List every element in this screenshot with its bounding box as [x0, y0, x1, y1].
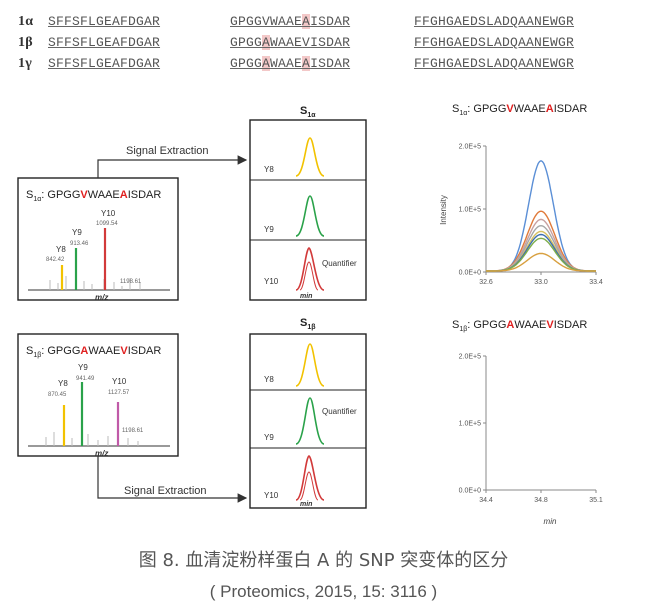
- series-line-2: [486, 210, 596, 272]
- y-tick-label: 0.0E+0: [459, 270, 481, 277]
- xic-trace-y9: [295, 195, 325, 237]
- y-tick-label: 2.0E+5: [459, 354, 481, 361]
- quantifier-label-top: Quantifier: [322, 259, 357, 268]
- peak-y10-mz: 1127.57: [108, 390, 130, 396]
- peak-y10-mz: 1099.54: [96, 221, 118, 227]
- y-tick-label: 0.0E+0: [459, 488, 481, 495]
- signal-extraction-arrow-top: [97, 155, 248, 178]
- precursor-mz: 1198.61: [122, 428, 144, 434]
- peak-y9-mz: 913.46: [70, 241, 89, 247]
- workflow-diagram: S1α: GPGGVWAAEAISDAR m/z Y8 842.42 Y9 91…: [17, 103, 603, 526]
- x-tick-label: 33.4: [589, 279, 603, 286]
- signal-extraction-label-bottom: Signal Extraction: [124, 485, 207, 497]
- peak-y8-label: Y8: [58, 379, 68, 388]
- xic-box-bottom: [249, 333, 367, 509]
- sequence-row-1g: 1γ SFFSFLGEAFDGAR GPGGAWAAEAISDAR FFGHGA…: [18, 56, 638, 78]
- y-tick-label: 1.0E+5: [459, 421, 481, 428]
- xic-trace-y8: [295, 137, 325, 177]
- spectrum-title-top: S1α: GPGGVWAAEAISDAR: [26, 189, 161, 203]
- spectrum-minor-peaks: [45, 432, 139, 446]
- peptide-3: FFGHGAEDSLADQAANEWGR: [414, 14, 575, 29]
- series-line-1: [486, 160, 596, 272]
- sequence-alignment: 1α SFFSFLGEAFDGAR GPGGVWAAEAISDAR FFGHGA…: [18, 14, 638, 84]
- precursor-mz: 1198.61: [120, 279, 142, 285]
- spectrum-box-top: [17, 177, 179, 301]
- peak-y9-label: Y9: [72, 228, 82, 237]
- x-tick-label: 34.8: [534, 497, 548, 504]
- peak-y8-mz: 870.45: [48, 392, 67, 398]
- caption-source: ( Proteomics, 2015, 15: 3116 ): [209, 582, 438, 601]
- peak-y10-label: Y10: [101, 209, 116, 218]
- chart-2-xlabel: min: [544, 517, 557, 526]
- signal-extraction-arrow-bottom: [97, 456, 248, 503]
- xic-box-top: [249, 119, 367, 301]
- xic-trace-label: Y9: [264, 433, 274, 442]
- xic-trace-y10: [295, 455, 325, 501]
- peptide-3: FFGHGAEDSLADQAANEWGR: [414, 35, 575, 50]
- spectrum-xlabel: m/z: [95, 293, 108, 302]
- peptide-1: SFFSFLGEAFDGAR: [48, 14, 161, 29]
- peptide-3: FFGHGAEDSLADQAANEWGR: [414, 56, 575, 71]
- x-tick-label: 35.1: [589, 497, 603, 504]
- x-tick-label: 33.0: [534, 279, 548, 286]
- xic-title-bottom: S1β: [300, 317, 316, 331]
- series-line-4: [486, 224, 596, 272]
- xic-trace-label: Y8: [264, 165, 274, 174]
- sequence-label: 1β: [18, 35, 33, 50]
- xic-xlabel-bottom: min: [300, 501, 312, 508]
- sequence-label: 1γ: [18, 56, 32, 71]
- figure-caption: 图 8. 血清淀粉样蛋白 A 的 SNP 突变体的区分 ( Proteomics…: [0, 546, 647, 602]
- spectrum-box-bottom: [17, 333, 179, 457]
- xic-trace-label: Y9: [264, 225, 274, 234]
- series-line-3: [486, 218, 596, 272]
- sequence-label: 1α: [18, 14, 34, 29]
- series-line-7: [486, 237, 596, 272]
- xic-trace-label: Y8: [264, 375, 274, 384]
- chart-2-title: S1β: GPGGAWAAEVISDAR: [452, 319, 587, 333]
- xic-trace-y10: [295, 247, 325, 291]
- sequence-row-1b: 1β SFFSFLGEAFDGAR GPGGAWAAEVISDAR FFGHGA…: [18, 35, 638, 57]
- peak-y10-label: Y10: [112, 377, 127, 386]
- peptide-2: GPGGVWAAEAISDAR: [230, 14, 351, 29]
- peak-y8-label: Y8: [56, 245, 66, 254]
- xic-trace-label: Y10: [264, 491, 279, 500]
- spectrum-title-bottom: S1β: GPGGAWAAEVISDAR: [26, 345, 161, 359]
- sequence-row-1a: 1α SFFSFLGEAFDGAR GPGGVWAAEAISDAR FFGHGA…: [18, 14, 638, 36]
- peak-y9-label: Y9: [78, 363, 88, 372]
- xic-trace-y9: [295, 397, 325, 445]
- xic-title-top: S1α: [300, 105, 316, 119]
- series-line-5: [486, 230, 596, 272]
- caption-title: 图 8. 血清淀粉样蛋白 A 的 SNP 突变体的区分: [138, 550, 509, 571]
- y-tick-label: 1.0E+5: [459, 207, 481, 214]
- xic-trace-label: Y10: [264, 277, 279, 286]
- quantifier-label-bottom: Quantifier: [322, 407, 357, 416]
- signal-extraction-label-top: Signal Extraction: [126, 145, 209, 157]
- chart-1-plot: 0.0E+0 1.0E+5 2.0E+5 32.6 33.0 33.4: [459, 144, 603, 287]
- peptide-2: GPGGAWAAEVISDAR: [230, 35, 351, 50]
- chart-1-title: S1α: GPGGVWAAEAISDAR: [452, 103, 587, 117]
- series-line-8: [486, 252, 596, 272]
- peak-y9-mz: 941.49: [76, 376, 95, 382]
- x-tick-label: 32.6: [479, 279, 493, 286]
- chart-1-ylabel: Intensity: [439, 195, 448, 225]
- spectrum-xlabel: m/z: [95, 449, 108, 458]
- xic-xlabel-top: min: [300, 293, 312, 300]
- chart-2-plot: 0.0E+0 1.0E+5 2.0E+5 34.4 34.8 35.1: [459, 354, 603, 505]
- peptide-1: SFFSFLGEAFDGAR: [48, 35, 161, 50]
- y-tick-label: 2.0E+5: [459, 144, 481, 151]
- peptide-1: SFFSFLGEAFDGAR: [48, 56, 161, 71]
- peak-y8-mz: 842.42: [46, 257, 65, 263]
- xic-trace-y8: [295, 343, 325, 387]
- peptide-2: GPGGAWAAEAISDAR: [230, 56, 351, 71]
- x-tick-label: 34.4: [479, 497, 493, 504]
